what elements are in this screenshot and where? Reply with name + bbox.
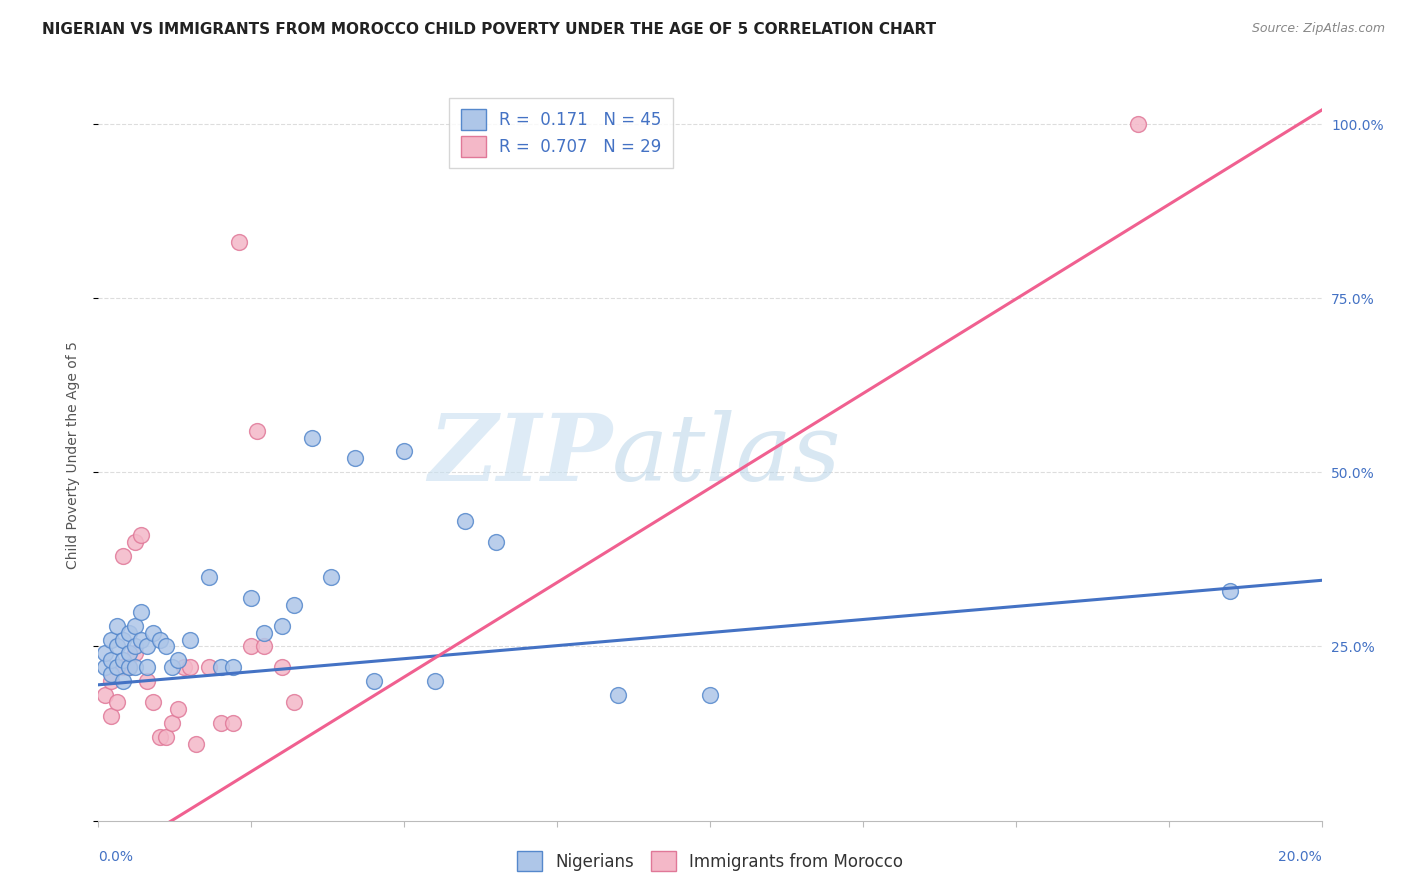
Point	[100, 709, 122, 723]
Point	[228, 235, 250, 250]
Point	[105, 695, 128, 709]
Point	[155, 730, 177, 744]
Point	[392, 444, 416, 458]
Point	[111, 660, 134, 674]
Point	[111, 653, 134, 667]
Point	[240, 640, 263, 654]
Point	[270, 660, 292, 674]
Point	[167, 653, 190, 667]
Point	[222, 716, 245, 731]
Point	[699, 688, 721, 702]
Point	[93, 688, 115, 702]
Point	[160, 660, 183, 674]
Point	[319, 570, 342, 584]
Point	[93, 647, 115, 661]
Point	[111, 549, 134, 563]
Point	[100, 667, 122, 681]
Point	[142, 695, 165, 709]
Text: ZIP: ZIP	[427, 410, 612, 500]
Point	[197, 570, 219, 584]
Point	[93, 660, 115, 674]
Point	[155, 640, 177, 654]
Point	[222, 660, 245, 674]
Text: Source: ZipAtlas.com: Source: ZipAtlas.com	[1251, 22, 1385, 36]
Point	[252, 625, 274, 640]
Point	[179, 632, 201, 647]
Point	[149, 730, 172, 744]
Point	[118, 660, 141, 674]
Point	[283, 695, 305, 709]
Point	[485, 535, 508, 549]
Point	[160, 716, 183, 731]
Point	[118, 660, 141, 674]
Point	[301, 430, 323, 444]
Point	[105, 640, 128, 654]
Point	[607, 688, 630, 702]
Point	[136, 660, 159, 674]
Point	[124, 535, 146, 549]
Point	[100, 632, 122, 647]
Point	[100, 653, 122, 667]
Point	[209, 660, 232, 674]
Point	[344, 451, 367, 466]
Point	[124, 640, 146, 654]
Point	[129, 632, 152, 647]
Point	[124, 660, 146, 674]
Point	[1128, 117, 1150, 131]
Point	[129, 605, 152, 619]
Point	[423, 674, 446, 689]
Point	[129, 528, 152, 542]
Point	[363, 674, 385, 689]
Point	[136, 674, 159, 689]
Text: 0.0%: 0.0%	[98, 850, 134, 863]
Point	[186, 737, 208, 751]
Point	[100, 674, 122, 689]
Point	[179, 660, 201, 674]
Point	[105, 660, 128, 674]
Point	[124, 647, 146, 661]
Text: atlas: atlas	[612, 410, 842, 500]
Point	[1219, 583, 1241, 598]
Point	[209, 716, 232, 731]
Point	[118, 625, 141, 640]
Point	[454, 514, 477, 528]
Point	[252, 640, 274, 654]
Point	[142, 625, 165, 640]
Point	[105, 618, 128, 632]
Point	[270, 618, 292, 632]
Point	[124, 618, 146, 632]
Legend: Nigerians, Immigrants from Morocco: Nigerians, Immigrants from Morocco	[510, 845, 910, 878]
Text: 20.0%: 20.0%	[1278, 850, 1322, 863]
Point	[149, 632, 172, 647]
Point	[197, 660, 219, 674]
Point	[167, 702, 190, 716]
Point	[111, 632, 134, 647]
Point	[283, 598, 305, 612]
Point	[136, 640, 159, 654]
Point	[246, 424, 269, 438]
Point	[118, 647, 141, 661]
Y-axis label: Child Poverty Under the Age of 5: Child Poverty Under the Age of 5	[66, 341, 80, 569]
Point	[173, 660, 195, 674]
Point	[240, 591, 263, 605]
Text: NIGERIAN VS IMMIGRANTS FROM MOROCCO CHILD POVERTY UNDER THE AGE OF 5 CORRELATION: NIGERIAN VS IMMIGRANTS FROM MOROCCO CHIL…	[42, 22, 936, 37]
Point	[111, 674, 134, 689]
